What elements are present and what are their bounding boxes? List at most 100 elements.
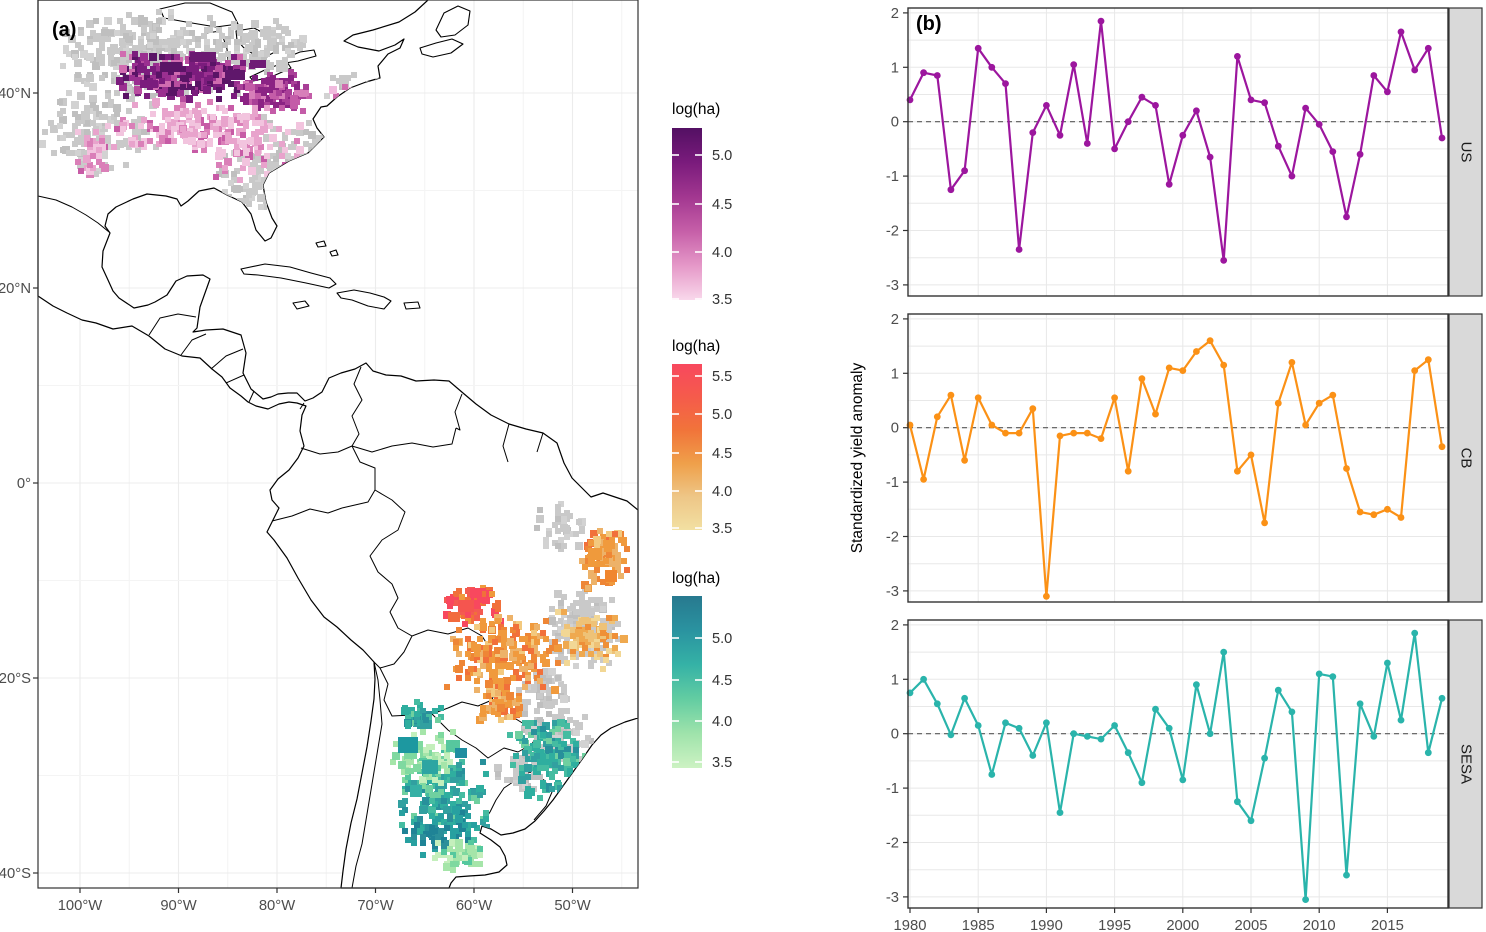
- map-cell: [74, 59, 82, 67]
- map-cell: [228, 117, 234, 123]
- map-cell: [492, 678, 498, 684]
- map-cell: [450, 801, 456, 807]
- map-cell: [48, 120, 54, 126]
- map-cell: [264, 60, 270, 66]
- map-cell: [501, 630, 507, 636]
- map-cell: [266, 161, 274, 169]
- map-cell: [297, 42, 303, 48]
- map-cell: [564, 624, 570, 630]
- map-cell: [534, 624, 540, 630]
- data-point: [1397, 716, 1405, 724]
- map-cell: [140, 53, 148, 61]
- map-cell: [483, 771, 489, 777]
- legend-block-0: log(ha) 5.0 4.5 4.0 3.5: [672, 101, 732, 308]
- map-cell: [537, 669, 543, 675]
- map-cell: [612, 645, 618, 651]
- x-tick-label: 2000: [1166, 918, 1199, 932]
- map-cell: [522, 684, 528, 690]
- map-cell: [99, 138, 105, 144]
- map-cell: [444, 840, 450, 846]
- map-cell: [567, 618, 573, 624]
- data-point: [1015, 724, 1023, 732]
- map-cell: [516, 696, 522, 702]
- map-cell: [156, 18, 162, 24]
- map-cell: [87, 162, 93, 168]
- map-cell: [600, 606, 606, 612]
- y-tick-label: -1: [886, 781, 899, 797]
- map-cell: [390, 759, 396, 765]
- map-cell: [84, 129, 90, 135]
- data-point: [1070, 730, 1078, 738]
- map-cell: [228, 180, 234, 186]
- map-cell: [599, 623, 607, 631]
- data-point: [1424, 356, 1432, 364]
- map-cell: [345, 75, 351, 81]
- map-cell: [615, 567, 621, 573]
- map-cell: [426, 831, 432, 837]
- map-cell: [453, 789, 459, 795]
- map-cell: [111, 144, 117, 150]
- map-cell: [147, 123, 153, 129]
- map-cell: [549, 606, 555, 612]
- map-cell: [600, 534, 606, 540]
- map-cell: [540, 753, 546, 759]
- map-cell: [447, 855, 453, 861]
- map-cell: [405, 774, 411, 780]
- map-cell: [570, 633, 576, 639]
- map-cell: [279, 141, 285, 147]
- map-cell: [455, 839, 463, 847]
- data-point: [1247, 96, 1255, 104]
- map-cell: [93, 36, 99, 42]
- data-point: [1234, 467, 1241, 475]
- map-cell: [86, 20, 94, 28]
- data-point: [1343, 213, 1350, 221]
- map-cell: [555, 609, 561, 615]
- data-point: [1261, 99, 1268, 107]
- data-point: [1329, 148, 1337, 156]
- map-cell: [555, 543, 561, 549]
- map-cell: [435, 792, 441, 798]
- map-cell: [252, 51, 258, 57]
- map-cell: [546, 732, 552, 738]
- data-point: [974, 394, 982, 402]
- map-cell: [507, 615, 513, 621]
- map-cell: [612, 615, 618, 621]
- map-cell: [543, 765, 549, 771]
- data-point: [1234, 798, 1241, 806]
- map-cell-block: [398, 737, 418, 753]
- map-cell: [522, 738, 528, 744]
- map-cell: [548, 668, 556, 676]
- map-cell: [612, 531, 618, 537]
- map-cell: [261, 162, 267, 168]
- data-point: [1056, 432, 1064, 440]
- map-cell: [342, 84, 348, 90]
- map-cell: [609, 543, 615, 549]
- map-cell: [500, 650, 508, 658]
- map-cell: [258, 168, 264, 174]
- map-cell: [285, 129, 291, 135]
- map-cell: [438, 780, 444, 786]
- map-cell: [465, 675, 471, 681]
- map-cell: [471, 795, 477, 801]
- map-cell: [252, 45, 258, 51]
- data-point: [920, 675, 927, 683]
- map-cell: [624, 546, 630, 552]
- map-cell: [551, 686, 559, 694]
- map-cell: [477, 846, 483, 852]
- map-cell: [618, 573, 624, 579]
- map-cell: [413, 764, 421, 772]
- map-cell: [141, 129, 147, 135]
- map-cell: [138, 123, 144, 129]
- map-cell: [96, 48, 102, 54]
- map-cell: [510, 675, 516, 681]
- map-cell: [252, 120, 258, 126]
- map-cell: [108, 102, 114, 108]
- map-cell: [101, 29, 109, 37]
- data-point: [1220, 361, 1228, 369]
- map-cell: [89, 95, 97, 103]
- map-cell: [38, 140, 46, 148]
- map-cell: [80, 50, 88, 58]
- map-cell: [620, 635, 628, 643]
- map-cell: [474, 651, 480, 657]
- map-cell: [552, 522, 558, 528]
